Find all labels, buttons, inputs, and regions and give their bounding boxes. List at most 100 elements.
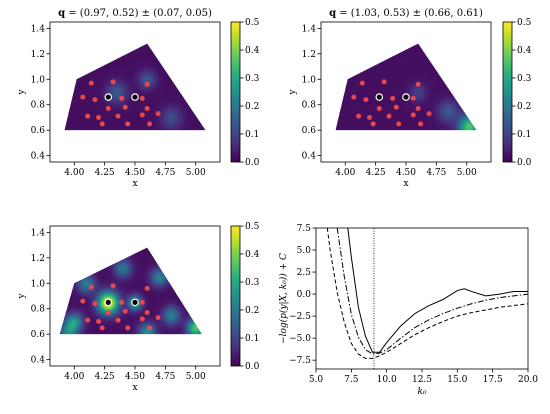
density-cell [120,92,124,95]
density-cell [197,97,200,101]
density-cell [177,74,180,77]
density-cell [183,126,186,129]
density-cell [343,115,347,119]
density-cell [88,59,92,63]
density-cell [161,113,164,117]
density-cell [181,88,184,92]
density-cell [90,52,94,56]
density-cell [110,103,114,106]
density-cell [100,99,104,102]
density-cell [381,103,385,106]
density-cell [92,90,96,93]
density-cell [375,115,379,119]
density-cell [76,103,80,106]
density-cell [391,76,395,79]
density-cell [163,85,166,88]
density-cell [78,128,82,131]
density-cell [122,128,126,131]
density-cell [335,81,339,84]
density-cell [72,124,76,128]
density-cell [349,92,353,95]
density-cell [116,68,120,72]
density-cell [88,121,92,124]
density-cell [383,67,387,70]
density-cell [102,77,106,81]
density-cell [70,104,74,108]
query-marker [131,93,139,101]
density-cell [197,119,200,122]
density-cell [155,121,158,124]
density-cell [355,119,359,122]
density-cell [345,81,349,84]
density-cell [98,72,102,75]
density-cell [363,121,367,124]
density-cell [357,59,361,63]
density-cell [130,119,134,122]
density-cell [161,63,164,66]
density-cell [102,119,106,122]
density-cell [343,70,347,74]
density-cell [399,81,403,84]
density-cell [92,83,96,86]
density-cell [137,83,140,86]
density-cell [355,117,359,120]
density-cell [137,79,140,83]
density-cell [141,56,144,59]
density-cell [351,76,355,79]
density-cell [385,65,389,68]
density-cell [199,108,203,111]
density-cell [397,128,401,131]
density-cell [76,119,80,122]
density-cell [80,81,84,84]
density-cell [84,110,88,113]
density-cell [145,59,148,63]
density-cell [385,59,389,63]
density-cell [177,54,180,57]
density-cell [88,128,92,131]
density-cell [381,99,385,102]
density-cell [377,68,381,72]
density-cell [201,106,205,110]
density-cell [363,54,367,57]
density-cell [76,70,80,74]
density-cell [76,77,80,81]
density-cell [191,106,194,110]
density-cell [351,49,355,52]
density-cell [361,101,365,104]
density-cell [130,128,134,131]
density-cell [375,113,379,117]
density-cell [193,108,196,111]
density-cell [149,97,152,101]
density-cell [171,106,174,110]
density-cell [163,50,166,54]
density-cell [169,52,172,56]
density-cell [197,86,200,90]
density-cell [143,52,146,56]
density-cell [128,126,132,129]
density-cell [379,103,383,106]
density-cell [203,95,206,99]
density-cell [359,95,363,99]
density-cell [183,45,186,48]
density-cell [110,72,114,75]
density-cell [343,97,347,101]
density-cell [120,59,124,63]
density-cell [169,58,172,61]
density-cell [393,58,397,61]
data-point [139,95,145,101]
density-cell [377,65,381,68]
density-cell [80,65,84,68]
density-cell [72,76,76,79]
density-cell [128,43,132,47]
density-cell [179,108,182,111]
density-cell [100,74,104,77]
density-cell [112,45,116,48]
density-cell [173,101,176,104]
density-cell [385,104,389,108]
density-cell [135,59,138,63]
density-cell [359,61,363,65]
density-cell [357,65,361,68]
density-cell [377,124,381,128]
density-cell [379,43,383,47]
density-cell [70,112,74,115]
